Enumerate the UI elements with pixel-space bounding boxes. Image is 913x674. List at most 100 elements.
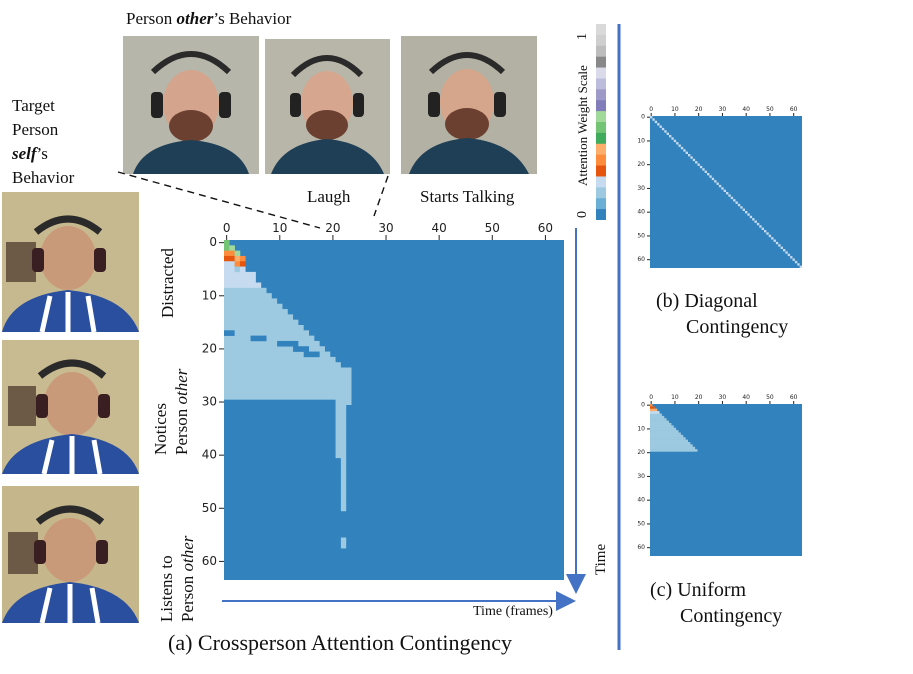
- uniform-cell: [650, 437, 686, 440]
- diagonal-cell: [773, 239, 776, 242]
- diagonal-cell: [652, 118, 655, 121]
- attention-peak-cell: [224, 245, 230, 251]
- x-tick-label: 60: [790, 106, 798, 113]
- attention-peak-cell: [239, 261, 246, 267]
- colorbar-swatch: [596, 100, 606, 112]
- attention-cell: [224, 277, 256, 283]
- attention-peak-cell: [224, 250, 230, 257]
- colorbar-swatch: [596, 176, 606, 188]
- colorbar-swatch: [596, 45, 606, 58]
- person-other-laugh-image: [265, 39, 390, 174]
- colorbar-min-label: 0: [575, 211, 590, 218]
- colorbar-swatch: [596, 56, 606, 68]
- x-tick-label: 10: [671, 106, 679, 113]
- uniform-cell: [650, 413, 662, 417]
- colorbar-swatch: [596, 67, 606, 79]
- diagonal-cell: [699, 165, 703, 169]
- attention-peak-cell: [234, 255, 241, 262]
- diagonal-cell: [664, 130, 667, 133]
- diagonal-cell: [654, 120, 658, 124]
- colorbar-swatch: [596, 34, 606, 47]
- x-tick-label: 30: [378, 221, 393, 235]
- colorbar-swatch: [596, 209, 606, 220]
- diagonal-cell: [749, 215, 753, 219]
- diagonal-cell: [702, 168, 705, 171]
- diagonal-cell: [697, 163, 700, 166]
- y-tick-label: 10: [637, 425, 645, 432]
- diagonal-cell: [785, 251, 788, 254]
- colorbar-swatch: [596, 111, 606, 123]
- colorbar-title: Attention Weight Scale: [575, 65, 590, 186]
- uniform-cell: [650, 423, 672, 426]
- diagonal-cell: [759, 225, 762, 228]
- uniform-cell: [650, 444, 693, 447]
- diagonal-cell: [685, 151, 688, 154]
- attention-tail-cell: [340, 463, 347, 469]
- x-tick-label: 10: [272, 221, 287, 235]
- uniform-peak-cell: [650, 408, 658, 412]
- attention-cell: [224, 271, 256, 278]
- y-tick-label: 50: [637, 520, 645, 527]
- diagonal-cell: [737, 203, 741, 207]
- attention-tail-cell: [335, 404, 347, 411]
- heatmap-background: [224, 240, 564, 580]
- y-tick-label: 30: [637, 185, 645, 192]
- attention-gap: [250, 335, 267, 342]
- other-photo-3: [401, 36, 537, 174]
- diagonal-cell: [742, 208, 745, 211]
- attention-tail-cell: [340, 457, 347, 464]
- y-tick-label: 40: [202, 448, 217, 462]
- diagonal-cell: [733, 199, 736, 202]
- y-tick-label: 20: [202, 341, 217, 355]
- attention-cell: [224, 282, 262, 289]
- attention-tail-cell: [340, 479, 347, 485]
- attention-tail-cell: [335, 425, 347, 432]
- diagonal-cell: [659, 125, 662, 128]
- y-tick-label: 0: [209, 235, 217, 249]
- diagonal-cell: [768, 234, 772, 238]
- diagonal-cell: [678, 144, 681, 147]
- diagonal-cell: [752, 218, 755, 221]
- uniform-peak-cell: [650, 406, 655, 409]
- y-tick-label: 40: [637, 209, 645, 216]
- y-tick-label: 10: [637, 137, 645, 144]
- colorbar-swatch: [596, 165, 606, 177]
- attention-tail-cell: [340, 484, 347, 490]
- y-tick-label: 10: [202, 288, 217, 302]
- diagonal-cell: [771, 237, 774, 240]
- caption-b: (b) Diagonal Contingency: [656, 290, 789, 338]
- attention-peak-cell: [229, 255, 235, 262]
- diagonal-cell: [716, 182, 719, 185]
- attention-peak-cell: [239, 255, 246, 262]
- uniform-cell: [650, 432, 681, 436]
- diagonal-cell: [688, 154, 691, 157]
- uniform-cell: [650, 442, 691, 445]
- diagonal-cell: [775, 241, 779, 245]
- diagonal-cell: [707, 173, 710, 176]
- colorbar-swatch: [596, 198, 606, 210]
- diagonal-cell: [790, 256, 793, 259]
- diagonal-cell: [787, 253, 791, 257]
- attention-tail-cell: [335, 388, 352, 395]
- x-tick-label: 50: [766, 106, 774, 113]
- x-tick-label: 10: [671, 394, 679, 401]
- person-self-listens-image: [2, 486, 139, 623]
- y-tick-label: 30: [202, 395, 217, 409]
- diagonal-cell: [730, 196, 734, 200]
- y-tick-label: 0: [641, 114, 645, 121]
- attention-gap: [277, 340, 299, 347]
- x-tick-label: 0: [649, 394, 653, 401]
- attention-cell: [224, 298, 278, 305]
- colorbar-swatch: [596, 89, 606, 101]
- attention-tail-cell: [340, 495, 347, 501]
- y-tick-label: 20: [637, 161, 645, 168]
- diagonal-cell: [714, 180, 717, 183]
- attention-peak-cell: [229, 266, 235, 273]
- diagonal-cell: [650, 116, 653, 119]
- attention-tail-cell: [335, 399, 352, 405]
- self-connector-line: [117, 171, 321, 229]
- attention-cell: [224, 351, 331, 358]
- diagonal-cell: [718, 184, 722, 188]
- attention-cell: [224, 394, 352, 400]
- attention-tail-cell: [335, 431, 347, 437]
